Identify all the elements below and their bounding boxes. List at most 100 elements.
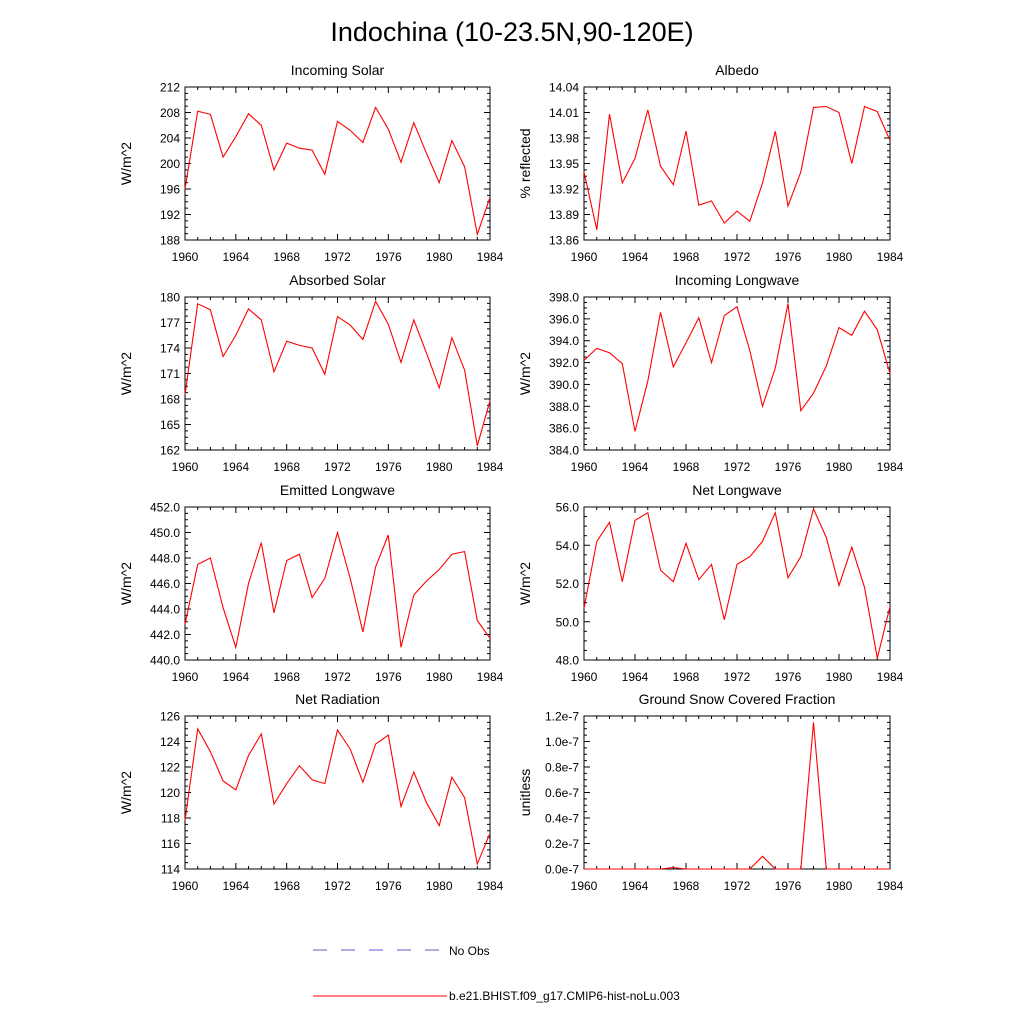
chart-panel-2: 1960 1964 1968 1972 1976 1980 1984 162 165 168 171…	[118, 272, 504, 474]
x-tick-label: 1976	[375, 879, 402, 893]
panel-title: Ground Snow Covered Fraction	[639, 691, 836, 707]
x-tick-label: 1984	[477, 670, 504, 684]
series-line-0	[184, 530, 491, 650]
y-tick-label: 390.0	[549, 378, 579, 392]
panel-title: Net Longwave	[692, 482, 782, 498]
x-tick-label: 1964	[222, 460, 249, 474]
y-axis-label: W/m^2	[118, 562, 134, 605]
panel-title: Incoming Longwave	[675, 272, 800, 288]
panel-title: Absorbed Solar	[289, 272, 386, 288]
plot-frame	[583, 296, 891, 451]
y-tick-label: 162	[160, 444, 180, 458]
y-tick-label: 174	[160, 342, 180, 356]
plot-frame	[184, 715, 491, 870]
chart-panel-7: 1960 1964 1968 1972 1976 1980 1984 0.0e-7 0.2e-7…	[517, 691, 904, 893]
x-tick-label: 1984	[877, 879, 904, 893]
y-tick-label: 446.0	[150, 577, 180, 591]
x-tick-label: 1964	[622, 879, 649, 893]
y-tick-label: 392.0	[549, 356, 579, 370]
y-tick-label: 177	[160, 316, 180, 330]
x-tick-label: 1968	[673, 879, 700, 893]
chart-panel-0: 1960 1964 1968 1972 1976 1980 1984 188 192 196 200…	[118, 62, 504, 264]
y-tick-label: 116	[161, 837, 180, 851]
y-tick-label: 442.0	[150, 628, 180, 642]
series-line-0	[584, 722, 890, 870]
x-tick-label: 1960	[571, 250, 598, 264]
y-axis-label: W/m^2	[118, 142, 134, 185]
series-line-0	[583, 105, 891, 230]
x-tick-label: 1972	[724, 250, 751, 264]
y-tick-label: 396.0	[549, 312, 579, 326]
y-tick-label: 50.0	[556, 615, 580, 629]
legend-model-label: b.e21.BHIST.f09_g17.CMIP6-hist-noLu.003	[449, 989, 680, 1003]
x-tick-label: 1968	[273, 460, 300, 474]
x-tick-label: 1980	[426, 670, 453, 684]
x-tick-label: 1972	[324, 879, 351, 893]
x-tick-label: 1964	[622, 670, 649, 684]
chart-panel-3: 1960 1964 1968 1972 1976 1980 1984 384.0 386.0 38…	[517, 272, 904, 474]
y-tick-label: 386.0	[549, 422, 579, 436]
y-tick-label: 14.01	[549, 106, 579, 120]
chart-panel-6: 1960 1964 1968 1972 1976 1980 1984 114 116 118 120…	[118, 691, 504, 893]
x-tick-label: 1984	[477, 250, 504, 264]
x-tick-label: 1972	[724, 670, 751, 684]
chart-panel-5: 1960 1964 1968 1972 1976 1980 1984 48.0 50.0 52.0…	[517, 482, 904, 684]
x-tick-label: 1968	[673, 250, 700, 264]
x-tick-label: 1984	[477, 879, 504, 893]
x-tick-label: 1980	[826, 250, 853, 264]
x-tick-label: 1976	[775, 879, 802, 893]
x-tick-label: 1968	[673, 460, 700, 474]
panel-title: Emitted Longwave	[280, 482, 395, 498]
x-tick-label: 1980	[826, 460, 853, 474]
y-tick-label: 13.98	[549, 132, 579, 146]
y-tick-label: 448.0	[150, 552, 180, 566]
x-tick-label: 1972	[724, 879, 751, 893]
y-tick-label: 0.0e-7	[545, 863, 579, 877]
y-tick-label: 384.0	[549, 444, 579, 458]
legend: No Obs b.e21.BHIST.f09_g17.CMIP6-hist-no…	[313, 944, 680, 1003]
y-tick-label: 13.95	[549, 157, 579, 171]
y-tick-label: 196	[160, 183, 180, 197]
y-tick-label: 1.2e-7	[545, 710, 579, 724]
x-tick-label: 1972	[324, 670, 351, 684]
y-tick-label: 114	[161, 863, 180, 877]
x-tick-label: 1960	[571, 879, 598, 893]
panels: 1960 1964 1968 1972 1976 1980 1984 188 192 196 200…	[118, 62, 904, 893]
y-tick-label: 188	[160, 234, 180, 248]
y-tick-label: 444.0	[150, 603, 180, 617]
y-tick-label: 208	[160, 106, 180, 120]
panel-title: Albedo	[715, 62, 759, 78]
y-tick-label: 212	[160, 81, 180, 95]
series-line-0	[583, 303, 891, 432]
x-tick-label: 1964	[222, 670, 249, 684]
chart-panel-4: 1960 1964 1968 1972 1976 1980 1984 440.0 442.0 44…	[118, 482, 504, 684]
y-tick-label: 124	[160, 735, 180, 749]
y-tick-label: 450.0	[150, 526, 180, 540]
x-tick-label: 1984	[877, 460, 904, 474]
y-tick-label: 452.0	[150, 501, 180, 515]
x-tick-label: 1968	[273, 879, 300, 893]
y-tick-label: 171	[160, 367, 180, 381]
y-tick-label: 394.0	[549, 334, 579, 348]
plot-frame	[184, 506, 491, 661]
y-tick-label: 0.6e-7	[545, 786, 579, 800]
y-tick-label: 165	[160, 418, 180, 432]
y-tick-label: 13.89	[549, 208, 579, 222]
legend-no-obs-label: No Obs	[449, 944, 490, 958]
x-tick-label: 1972	[324, 250, 351, 264]
x-tick-label: 1980	[426, 250, 453, 264]
y-axis-label: W/m^2	[517, 352, 533, 395]
y-axis-label: W/m^2	[517, 562, 533, 605]
x-tick-label: 1972	[724, 460, 751, 474]
y-tick-label: 192	[160, 208, 180, 222]
x-tick-label: 1964	[222, 250, 249, 264]
x-tick-label: 1960	[571, 670, 598, 684]
plot-frame	[184, 296, 491, 451]
x-tick-label: 1976	[375, 460, 402, 474]
y-tick-label: 56.0	[556, 501, 580, 515]
figure-title: Indochina (10-23.5N,90-120E)	[330, 17, 693, 47]
y-tick-label: 122	[160, 761, 180, 775]
y-tick-label: 204	[160, 132, 180, 146]
x-tick-label: 1976	[775, 670, 802, 684]
x-tick-label: 1968	[673, 670, 700, 684]
